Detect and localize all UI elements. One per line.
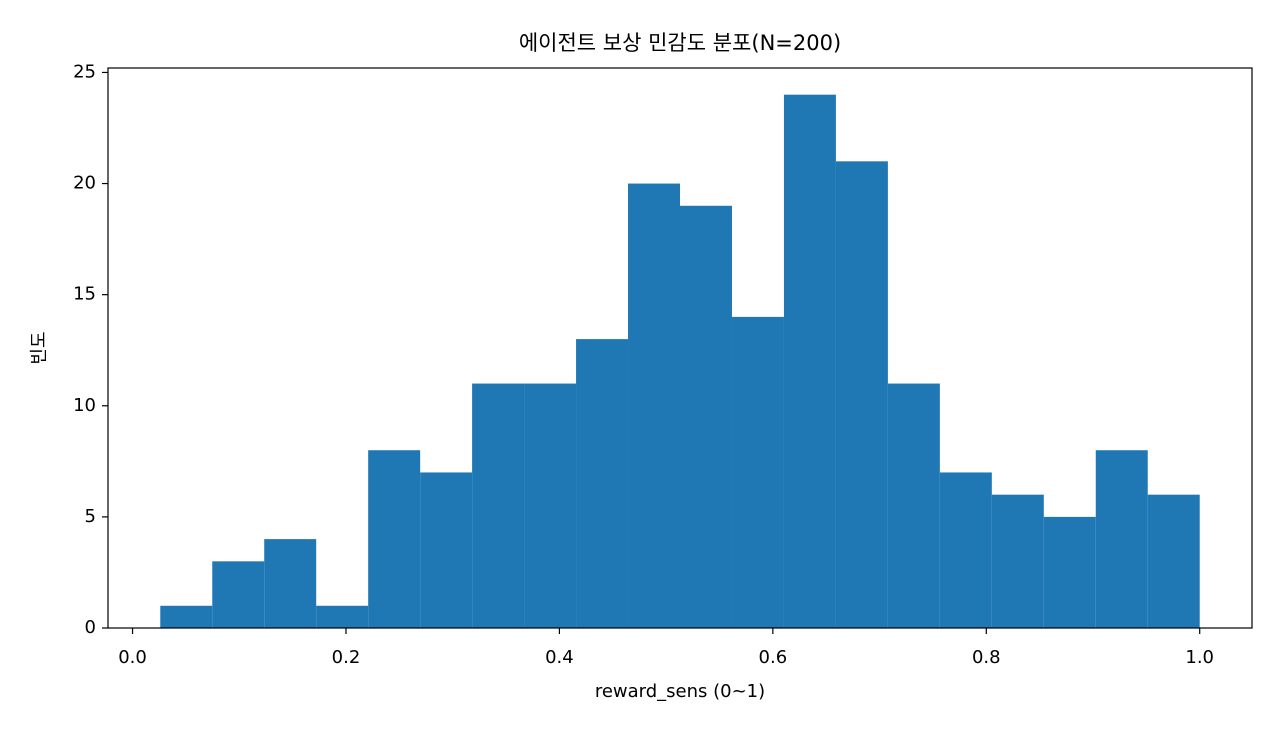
chart-title: 에이전트 보상 민감도 분포(N=200): [519, 31, 841, 55]
x-tick-label: 0.4: [545, 647, 574, 668]
bar: [991, 494, 1044, 628]
x-tick-label: 1.0: [1185, 647, 1214, 668]
y-tick-label: 25: [73, 61, 96, 82]
bar: [576, 339, 629, 628]
plot-frame: [107, 67, 1253, 629]
y-tick-label: 15: [73, 284, 96, 305]
y-tick-label: 5: [85, 506, 96, 527]
x-tick-label: 0.6: [759, 647, 788, 668]
bar: [731, 316, 784, 628]
x-tick-label: 0.0: [118, 647, 147, 668]
bar: [420, 472, 473, 628]
bar: [1147, 494, 1200, 628]
bar: [783, 94, 836, 628]
bar: [264, 539, 317, 628]
bar: [1095, 450, 1148, 628]
bar: [472, 383, 525, 628]
bar: [628, 183, 680, 629]
bar: [368, 450, 421, 628]
bar: [835, 161, 888, 629]
y-tick-label: 10: [73, 395, 96, 416]
bar: [160, 605, 213, 628]
y-axis-label: 빈도: [29, 331, 50, 364]
x-tick-label: 0.8: [972, 647, 1001, 668]
bar: [1043, 516, 1096, 628]
bar: [316, 605, 369, 628]
bar: [939, 472, 992, 628]
y-tick-label: 20: [73, 173, 96, 194]
bar: [212, 561, 265, 628]
bar: [524, 383, 577, 628]
bar: [887, 383, 940, 628]
x-axis-label: reward_sens (0~1): [595, 681, 765, 702]
y-tick-label: 0: [85, 617, 96, 638]
bar: [680, 205, 732, 628]
x-tick-label: 0.2: [332, 647, 361, 668]
